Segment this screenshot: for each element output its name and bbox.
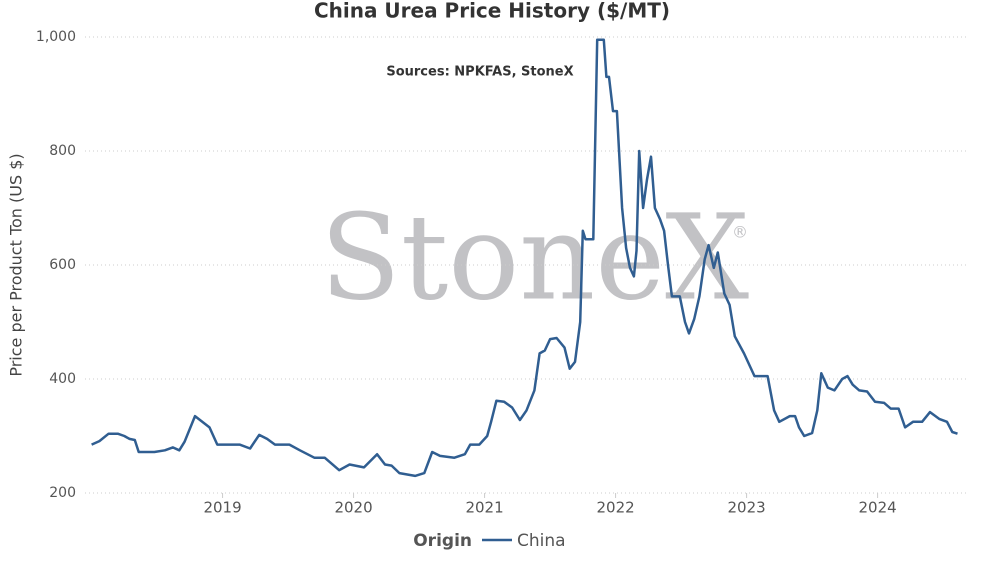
y-tick-label: 400: [49, 371, 76, 387]
y-tick-label: 600: [49, 257, 76, 273]
series-line: [91, 38, 958, 478]
annotation: Sources: NPKFAS, StoneX: [386, 65, 573, 80]
x-tick-label: 2022: [596, 499, 634, 517]
legend-title: Origin: [413, 531, 472, 551]
x-tick-label: 2019: [203, 499, 241, 517]
x-tick-label: 2024: [859, 499, 897, 517]
y-axis-label: Price per Product Ton (US $): [7, 153, 26, 376]
y-tick-label: 1,000: [36, 29, 76, 45]
y-tick-label: 200: [49, 485, 76, 501]
watermark: StoneX: [320, 189, 749, 327]
watermark-symbol: ®: [732, 223, 748, 242]
x-tick-label: 2021: [465, 499, 503, 517]
chart-title: China Urea Price History ($/MT): [314, 0, 670, 23]
legend-label: China: [517, 531, 566, 551]
y-tick-label: 800: [49, 143, 76, 159]
x-tick-label: 2020: [334, 499, 372, 517]
x-tick-label: 2023: [728, 499, 766, 517]
